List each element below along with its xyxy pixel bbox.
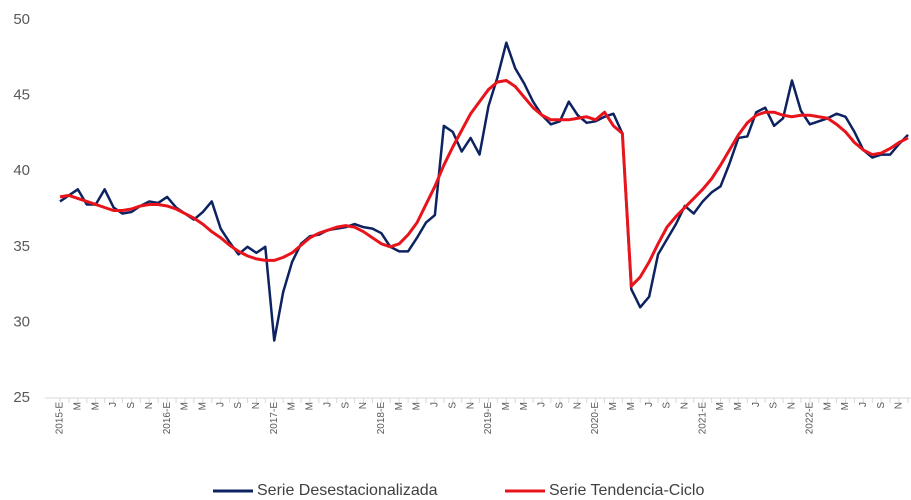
line-series [59, 41, 909, 342]
x-tick-label: M [90, 402, 101, 410]
x-tick-label: S [447, 402, 458, 409]
x-tick-label: 2022-E [804, 402, 815, 435]
x-tick-label: M [501, 402, 512, 410]
x-tick-label: S [126, 402, 137, 409]
x-tick-label: 2019-E [483, 402, 494, 435]
x-tick-label: N [572, 402, 583, 409]
x-tick-label: M [180, 402, 191, 410]
x-tick-label: J [215, 402, 226, 407]
x-tick-label: N [894, 402, 905, 409]
x-tick-label: M [72, 402, 83, 410]
x-tick-label: 2020-E [590, 402, 601, 435]
x-tick-label: M [305, 402, 316, 410]
x-tick-label: M [197, 402, 208, 410]
y-tick-label: 45 [13, 87, 30, 104]
x-tick-label: S [555, 402, 566, 409]
y-tick-label: 30 [13, 313, 30, 330]
x-tick-label: J [322, 402, 333, 407]
x-tick-label: J [644, 402, 655, 407]
x-tick-label: J [858, 402, 869, 407]
x-tick-label: M [822, 402, 833, 410]
x-tick-label: M [608, 402, 619, 410]
x-tick-label: N [251, 402, 262, 409]
x-tick-label: N [144, 402, 155, 409]
y-tick-label: 40 [13, 162, 30, 179]
x-tick-label: 2016-E [162, 402, 173, 435]
x-tick-label: M [519, 402, 530, 410]
legend-label: Serie Tendencia-Ciclo [549, 482, 704, 499]
x-tick-label: M [412, 402, 423, 410]
y-tick-label: 50 [13, 11, 30, 28]
y-tick-label: 35 [13, 238, 30, 255]
x-tick-label: S [233, 402, 244, 409]
y-tick-label: 25 [13, 389, 30, 406]
x-tick-label: 2018-E [376, 402, 387, 435]
x-tick-label: J [751, 402, 762, 407]
x-tick-label: N [358, 402, 369, 409]
x-tick-label: 2015-E [55, 402, 66, 435]
x-tick-label: S [876, 402, 887, 409]
x-tick-label: J [108, 402, 119, 407]
x-tick-label: N [465, 402, 476, 409]
x-tick-label: N [679, 402, 690, 409]
x-tick-label: 2017-E [269, 402, 280, 435]
x-tick-label: M [626, 402, 637, 410]
x-tick-label: J [537, 402, 548, 407]
x-tick-label: N [787, 402, 798, 409]
x-tick-label: M [733, 402, 744, 410]
x-tick-label: 2021-E [697, 402, 708, 435]
x-tick-label: J [430, 402, 441, 407]
x-tick-label: M [715, 402, 726, 410]
x-tick-label: M [840, 402, 851, 410]
x-tick-label: M [394, 402, 405, 410]
x-tick-label: M [287, 402, 298, 410]
legend-label: Serie Desestacionalizada [257, 482, 438, 499]
line-series [59, 78, 909, 288]
x-tick-label: S [662, 402, 673, 409]
x-tick-label: S [769, 402, 780, 409]
x-tick-label: S [340, 402, 351, 409]
